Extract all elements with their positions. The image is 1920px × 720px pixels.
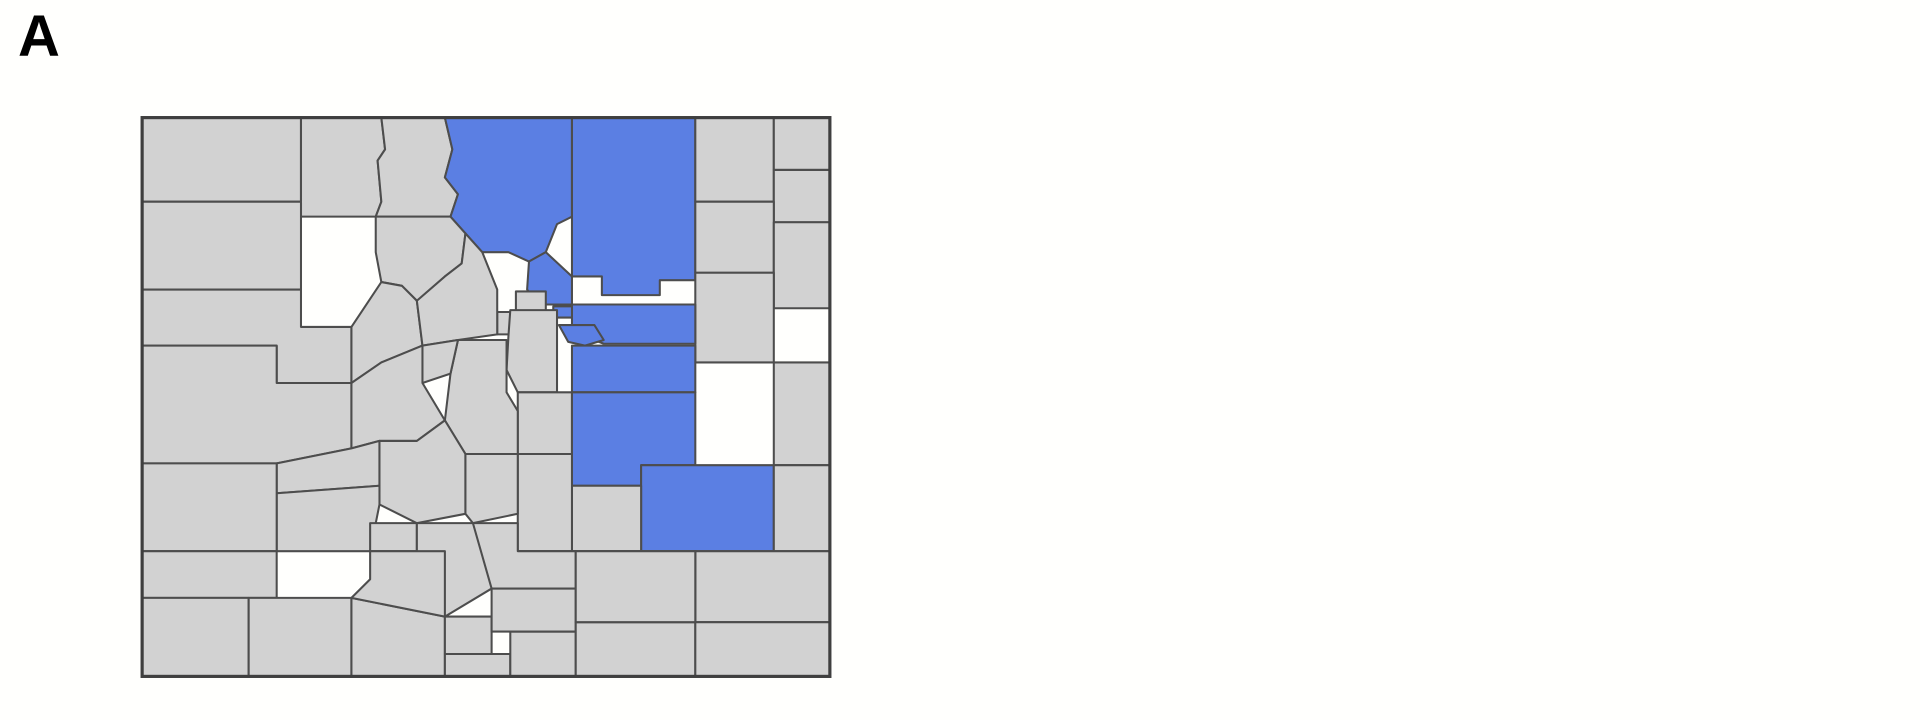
county-chaffee[interactable]: Chaffee	[464, 452, 519, 525]
county-jackson[interactable]: Jackson	[374, 116, 459, 218]
colorado-county-group: MoffatRouttJacksonLarimerWeldLoganSedgwi…	[141, 116, 831, 678]
colorado-state-outline	[140, 116, 832, 678]
county-morgan[interactable]: Morgan	[694, 200, 775, 274]
county-yuma[interactable]: Yuma	[772, 221, 831, 310]
county-sedgwick[interactable]: Sedgwick	[772, 116, 831, 171]
county-logan[interactable]: Logan	[694, 116, 775, 203]
county-lincoln[interactable]: Lincoln	[640, 464, 775, 553]
county-phillips[interactable]: Phillips	[772, 168, 831, 224]
county-baca[interactable]: Baca	[694, 621, 831, 678]
county-las-animas[interactable]: Las Animas	[574, 621, 697, 678]
county-montrose[interactable]: Montrose	[275, 484, 381, 553]
county-larimer[interactable]: Larimer	[443, 116, 573, 263]
county-el-paso[interactable]: El Paso	[516, 452, 573, 553]
county-ouray[interactable]: Ouray	[369, 522, 418, 553]
panel-a-label: A	[18, 4, 60, 69]
county-otero[interactable]: Otero	[574, 550, 697, 624]
county-jefferson[interactable]: Jefferson	[505, 309, 559, 394]
panel-b: B WashingtonOregonCaliforniaNevadaIdahoM…	[960, 0, 1920, 720]
county-mineral[interactable]: Mineral	[350, 550, 446, 618]
county-alamosa[interactable]: Alamosa	[443, 615, 493, 655]
county-elbert-south[interactable]: Elbert-south	[570, 484, 643, 553]
county-la-plata[interactable]: La Plata	[247, 596, 353, 678]
county-costilla[interactable]: Costilla	[509, 630, 577, 678]
county-montezuma[interactable]: Montezuma	[141, 596, 250, 678]
county-conejos[interactable]: Conejos	[443, 652, 512, 678]
county-arapahoe[interactable]: Arapahoe	[570, 344, 697, 394]
colorado-county-map: MoffatRouttJacksonLarimerWeldLoganSedgwi…	[140, 116, 832, 678]
county-gilpin[interactable]: Gilpin	[514, 290, 547, 313]
panel-a: A MoffatRouttJacksonLarimerWeldLoganSedg…	[18, 4, 832, 678]
county-weld[interactable]: Weld	[570, 116, 697, 297]
county-moffat[interactable]: Moffat	[141, 116, 303, 203]
county-douglas[interactable]: Douglas	[516, 391, 573, 456]
county-denver[interactable]: Denver	[557, 324, 605, 347]
county-cheyenne[interactable]: Cheyenne	[772, 464, 831, 553]
county-kiowa[interactable]: Kiowa	[694, 550, 831, 624]
county-washington[interactable]: Washington	[694, 271, 775, 364]
county-kit-carson[interactable]: Kit Carson	[772, 361, 831, 467]
county-huerfano[interactable]: Huerfano	[490, 587, 577, 633]
county-routt[interactable]: Routt	[299, 116, 387, 218]
county-san-miguel[interactable]: San Miguel	[141, 462, 278, 553]
county-dolores[interactable]: Dolores	[141, 550, 278, 599]
county-rio-blanco[interactable]: Rio Blanco	[141, 200, 303, 291]
